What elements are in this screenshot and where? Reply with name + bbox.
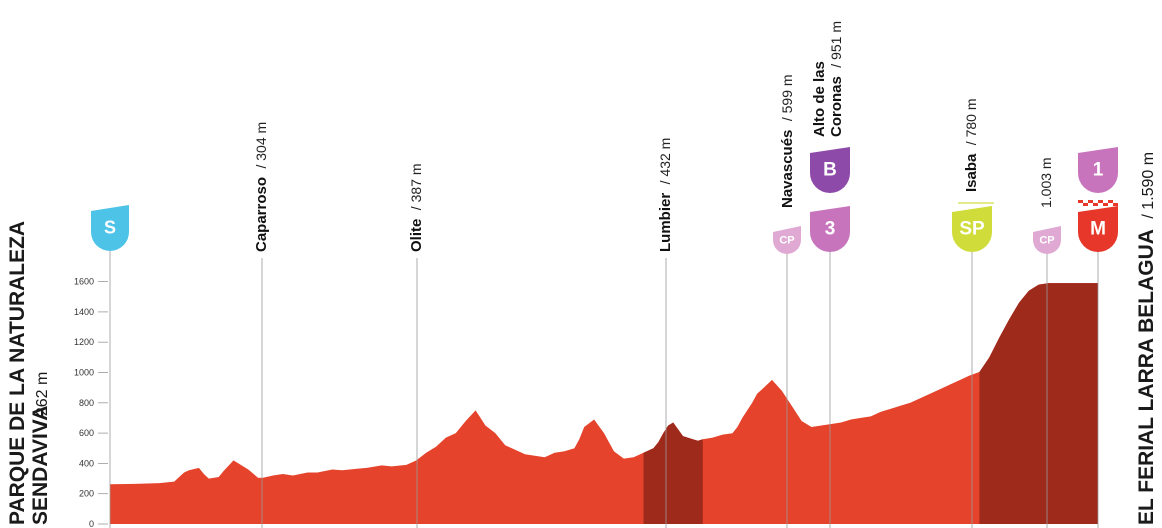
y-tick-label: 0 xyxy=(89,519,94,528)
badge-label: CP xyxy=(779,234,794,246)
waypoint-olite: Olite / 387 m xyxy=(408,164,425,253)
y-tick-label: 1400 xyxy=(74,307,94,317)
finish-checker xyxy=(1108,200,1113,203)
y-tick-label: 800 xyxy=(79,398,94,408)
finish-checker xyxy=(1103,203,1108,206)
badge-start: S xyxy=(91,205,129,251)
badge-sprint: SP xyxy=(952,202,994,252)
finish-label: EL FERIAL LARRA BELAGUA / 1.590 m xyxy=(1135,152,1158,525)
waypoint-navascues: Navascués / 599 m xyxy=(779,74,796,208)
profile-area xyxy=(110,283,1098,524)
finish-altitude: / 1.590 m xyxy=(1140,152,1157,219)
svg-text:Lumbier / 432 m: Lumbier / 432 m xyxy=(657,138,674,252)
waypoint-altitude: / 780 m xyxy=(963,98,979,145)
badge-shape xyxy=(952,206,992,252)
svg-text:Navascués / 599 m: Navascués / 599 m xyxy=(779,74,796,208)
badge-bonus: B xyxy=(810,147,850,193)
start-altitude: / 262 m xyxy=(34,372,51,425)
badge-shape xyxy=(1078,147,1118,193)
finish-checker xyxy=(1088,200,1093,203)
elevation-profile xyxy=(110,283,1098,524)
finish-checker xyxy=(1098,200,1103,203)
waypoint-name-line1: Alto de las xyxy=(811,61,828,137)
waypoint-name: Navascués xyxy=(779,130,796,208)
waypoint-altitude: / 304 m xyxy=(253,122,269,169)
badge-label: SP xyxy=(959,219,985,240)
waypoint-caparroso: Caparroso / 304 m xyxy=(253,122,270,252)
waypoint-altitude: / 432 m xyxy=(657,138,673,185)
waypoint-altitude: / 951 m xyxy=(828,21,844,68)
badge-label: M xyxy=(1090,219,1106,240)
waypoint-name: Olite xyxy=(408,219,425,252)
badge-checkpoint: CP xyxy=(773,226,801,254)
svg-text:Caparroso / 304 m: Caparroso / 304 m xyxy=(253,122,270,252)
badge-label: 1 xyxy=(1093,160,1104,181)
y-tick-label: 600 xyxy=(79,428,94,438)
waypoint-name: Lumbier xyxy=(657,193,674,252)
svg-text:EL FERIAL LARRA BELAGUA: EL FERIAL LARRA BELAGUA / 1.590 m xyxy=(1135,152,1158,525)
badge-checkpoint: CP xyxy=(1033,226,1061,254)
badge-label: CP xyxy=(1039,234,1054,246)
y-axis: 0 200 400 600 800 1000 1200 1400 1600 xyxy=(74,277,108,528)
start-name-line2: SENDAVIVA xyxy=(29,406,52,525)
sprint-stripe xyxy=(958,202,994,204)
badge-shape xyxy=(773,226,801,254)
badge-climb: 3 xyxy=(810,206,850,252)
finish-checker xyxy=(1083,203,1088,206)
badge-shape xyxy=(1033,226,1061,254)
waypoint-guides xyxy=(109,250,1099,528)
start-name-line1: PARQUE DE LA NATURALEZA xyxy=(6,221,29,525)
waypoint-lumbier: Lumbier / 432 m xyxy=(657,138,674,252)
badge-climb: 1 xyxy=(1078,147,1118,193)
waypoint-name: Isaba xyxy=(963,153,980,192)
waypoint-altitude: / 599 m xyxy=(779,74,795,121)
badge-label: S xyxy=(104,218,116,238)
badge-shape xyxy=(91,205,129,251)
badge-shape xyxy=(1078,206,1118,252)
y-tick-label: 1200 xyxy=(74,337,94,347)
climb-segment xyxy=(979,283,1098,524)
climb-segment xyxy=(643,422,703,524)
badge-label: B xyxy=(823,160,837,181)
waypoint-isaba: Isaba / 780 m xyxy=(963,98,980,192)
waypoint-1003: 1.003 m xyxy=(1038,157,1054,208)
badge-label: 3 xyxy=(825,219,836,240)
waypoint-labels: Caparroso / 304 m Olite / 387 m Lumbier … xyxy=(253,21,1054,252)
y-tick-label: 1000 xyxy=(74,368,94,378)
badges: S CP B 3 SP CP 1 M xyxy=(91,147,1118,254)
svg-text:Isaba / 780 m: Isaba / 780 m xyxy=(963,98,980,192)
svg-text:Coronas / 951 m: Coronas / 951 m xyxy=(828,21,845,137)
finish-checker xyxy=(1093,203,1098,206)
badge-shape xyxy=(810,206,850,252)
waypoint-name-line2: Coronas xyxy=(828,76,845,137)
finish-name: EL FERIAL LARRA BELAGUA xyxy=(1135,229,1158,525)
y-tick-label: 1600 xyxy=(74,277,94,287)
y-tick-label: 200 xyxy=(79,489,94,499)
start-label: PARQUE DE LA NATURALEZA SENDAVIVA / 262 … xyxy=(6,221,52,525)
waypoint-alto-de-las-coronas: Alto de las Coronas / 951 m xyxy=(811,21,845,137)
finish-checker xyxy=(1113,203,1118,206)
svg-text:Olite / 387 m: Olite / 387 m xyxy=(408,164,425,253)
badge-shape xyxy=(810,147,850,193)
y-tick-label: 400 xyxy=(79,458,94,468)
badge-finish: M xyxy=(1078,200,1118,252)
finish-checker xyxy=(1078,200,1083,203)
waypoint-altitude: 1.003 m xyxy=(1038,157,1054,208)
waypoint-name: Caparroso xyxy=(253,177,270,252)
waypoint-altitude: / 387 m xyxy=(408,164,424,211)
